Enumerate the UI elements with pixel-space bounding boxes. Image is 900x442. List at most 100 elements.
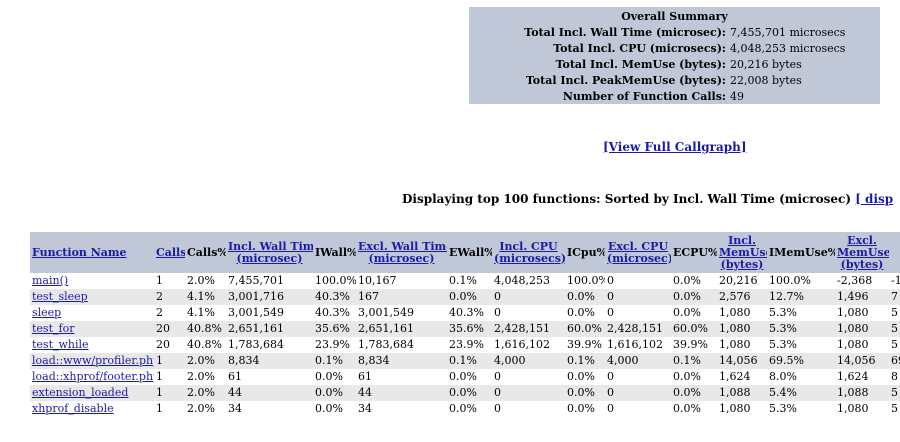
metric-cell: 0.0%	[673, 274, 701, 287]
function-name-cell[interactable]: test_sleep	[30, 289, 154, 305]
table-row: load::www/profiler.php 1 2.0% 8,834 0.1% 8,83…	[30, 353, 900, 369]
view-full-callgraph-link[interactable]: [View Full Callgraph]	[603, 140, 747, 154]
table-row: test_while 20 40.8% 1,783,684 23.9% 1,783,684…	[30, 337, 900, 353]
metric-cell: 20	[156, 322, 170, 335]
metric-cell: 0.0%	[449, 402, 477, 415]
function-link[interactable]: sleep	[32, 306, 62, 319]
column-header[interactable]: Calls	[154, 232, 185, 273]
column-header[interactable]: Incl. CPU (microsecs)	[492, 232, 565, 273]
metric-cell: 1,088	[837, 386, 869, 399]
table-row: test_sleep 2 4.1% 3,001,716 40.3% 167 0.0% 0 0.0…	[30, 289, 900, 305]
sort-column-link[interactable]: Incl. Wall Time (microsec)	[228, 239, 313, 265]
function-link[interactable]: test_while	[32, 338, 89, 351]
metric-cell: 0.1%	[567, 354, 595, 367]
metric-cell: 0.0%	[567, 306, 595, 319]
metric-cell: 1,616,102	[607, 338, 663, 351]
sort-column-link[interactable]: Excl. Wall Time (microsec)	[358, 239, 447, 265]
function-table-container: Function Name Calls Calls% Incl. Wall Time(…	[30, 232, 900, 442]
metric-cell: 4.1%	[187, 306, 215, 319]
function-link[interactable]: test_sleep	[32, 290, 88, 303]
column-header[interactable]: Function Name	[30, 232, 154, 273]
column-header: EWall%	[447, 232, 492, 273]
metric-cell: 0.0%	[449, 290, 477, 303]
function-table: Function Name Calls Calls% Incl. Wall Time(…	[30, 232, 900, 417]
metric-cell: 2.0%	[187, 354, 215, 367]
function-name-cell[interactable]: test_while	[30, 337, 154, 353]
sort-column-link[interactable]: Calls	[156, 245, 185, 259]
column-header[interactable]: Incl. Wall Time (microsec)	[226, 232, 313, 273]
metric-cell: 39.9%	[567, 338, 602, 351]
metric-cell: 34	[228, 402, 242, 415]
function-name-cell[interactable]: load::www/profiler.php	[30, 353, 154, 369]
metric-cell: 0.1%	[315, 354, 343, 367]
function-name-cell[interactable]: load::xhprof/footer.php	[30, 369, 154, 385]
metric-cell: 0	[494, 370, 501, 383]
column-label: Calls%	[187, 245, 226, 259]
sort-column-link[interactable]: Incl. CPU (microsecs)	[494, 239, 565, 265]
function-link[interactable]: test_for	[32, 322, 75, 335]
metric-cell: 0	[494, 306, 501, 319]
table-row: test_for 20 40.8% 2,651,161 35.6% 2,651,161 35…	[30, 321, 900, 337]
column-header: IWall%	[313, 232, 356, 273]
sort-caption: Displaying top 100 functions: Sorted by …	[402, 192, 893, 206]
display-toggle-link[interactable]: [ disp	[855, 192, 894, 206]
metric-cell: 1,080	[837, 402, 869, 415]
metric-cell: 0	[607, 402, 614, 415]
function-link[interactable]: load::www/profiler.php	[32, 354, 154, 367]
metric-cell: 0	[607, 306, 614, 319]
metric-cell: 40.8%	[187, 338, 222, 351]
metric-cell: 23.9%	[315, 338, 350, 351]
metric-cell: 0.0%	[449, 386, 477, 399]
summary-row: Total Incl. Wall Time (microsec): 7,455,7…	[469, 25, 880, 41]
caption-text: Displaying top 100 functions: Sorted by …	[402, 192, 852, 206]
metric-cell: 5.4%	[769, 386, 797, 399]
metric-cell: 4.1%	[187, 290, 215, 303]
metric-cell: 8.0%	[769, 370, 797, 383]
sort-column-link[interactable]: Excl. MemUse (bytes)	[837, 233, 889, 271]
metric-cell: 3,001,716	[228, 290, 284, 303]
metric-cell: 0.0%	[567, 290, 595, 303]
sort-column-link[interactable]: Excl. CPU (microsec)	[607, 239, 671, 265]
function-link[interactable]: load::xhprof/footer.php	[32, 370, 154, 383]
metric-cell: 100.0%	[315, 274, 356, 287]
summary-rows: Total Incl. Wall Time (microsec): 7,455,7…	[469, 25, 880, 105]
metric-cell: 40.3%	[315, 306, 350, 319]
metric-cell: 40.8%	[187, 322, 222, 335]
metric-cell: 2	[156, 290, 163, 303]
function-name-cell[interactable]: test_for	[30, 321, 154, 337]
metric-cell: 1,080	[837, 306, 869, 319]
summary-label: Total Incl. Wall Time (microsec):	[524, 26, 726, 39]
metric-cell: 44	[228, 386, 242, 399]
function-name-cell[interactable]: sleep	[30, 305, 154, 321]
table-row: main() 1 2.0% 7,455,701 100.0% 10,167 0.1% 4,04…	[30, 273, 900, 289]
column-header: Calls%	[185, 232, 226, 273]
metric-cell: 35.6%	[315, 322, 350, 335]
column-header[interactable]: Excl. MemUse (bytes)	[835, 232, 889, 273]
sort-column-link[interactable]: Function Name	[32, 245, 127, 259]
metric-cell: 0	[494, 290, 501, 303]
function-link[interactable]: extension_loaded	[32, 386, 129, 399]
metric-cell: 2,428,151	[494, 322, 550, 335]
function-link[interactable]: xhprof_disable	[32, 402, 114, 415]
metric-cell: 7,455,701	[228, 274, 284, 287]
summary-title: Overall Summary	[621, 10, 728, 23]
metric-cell: 1,080	[837, 338, 869, 351]
summary-row: Total Incl. MemUse (bytes): 20,216 bytes	[469, 57, 880, 73]
metric-cell: 2.0%	[187, 370, 215, 383]
function-name-cell[interactable]: main()	[30, 273, 154, 289]
table-body: main() 1 2.0% 7,455,701 100.0% 10,167 0.1% 4,04…	[30, 273, 900, 417]
column-header[interactable]: Incl.MemUse(bytes)	[717, 232, 767, 273]
metric-cell: 34	[358, 402, 372, 415]
function-name-cell[interactable]: extension_loaded	[30, 385, 154, 401]
metric-cell: 5.3%	[769, 402, 797, 415]
metric-cell: 69	[891, 354, 900, 367]
metric-cell: 1,088	[719, 386, 751, 399]
column-header[interactable]: Excl. Wall Time (microsec)	[356, 232, 447, 273]
function-name-cell[interactable]: xhprof_disable	[30, 401, 154, 417]
column-header[interactable]: Excl. CPU (microsec)	[605, 232, 671, 273]
function-link[interactable]: main()	[32, 274, 69, 287]
table-row: extension_loaded 1 2.0% 44 0.0% 44 0.0% 0 0.0% 0 0…	[30, 385, 900, 401]
metric-cell: 0.0%	[315, 402, 343, 415]
column-label: ICpu%	[567, 245, 605, 259]
sort-column-link[interactable]: Incl.MemUse(bytes)	[719, 233, 767, 271]
